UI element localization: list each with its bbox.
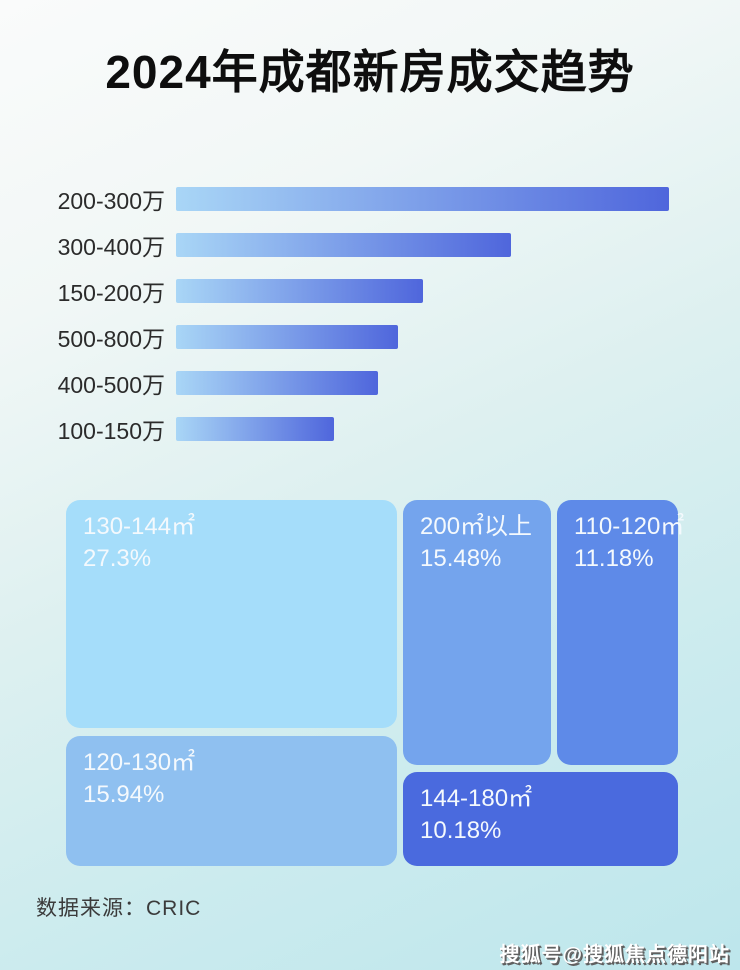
bar-row: 300-400万: [40, 222, 669, 268]
treemap-block-value: 10.18%: [420, 817, 502, 844]
bar-category-label: 200-300万: [57, 188, 165, 214]
price-band-bar-chart: 200-300万 300-400万 150-200万 500-800万 400-…: [40, 176, 669, 452]
bar: [176, 371, 379, 395]
watermark: 搜狐号@搜狐焦点德阳站: [499, 944, 730, 966]
area-size-treemap: 130-144㎡ 27.3% 200㎡以上 15.48% 110-120㎡ 11…: [66, 500, 685, 866]
bar-track: [176, 233, 669, 257]
treemap-block-value: 27.3%: [83, 545, 152, 572]
bar-category-label: 300-400万: [57, 234, 165, 260]
bar-category-label: 500-800万: [57, 326, 165, 352]
treemap-block-value: 15.94%: [83, 781, 165, 808]
bar-track: [176, 325, 669, 349]
bar-row: 200-300万: [40, 176, 669, 222]
bar-row: 150-200万: [40, 268, 669, 314]
treemap-block: 200㎡以上 15.48%: [403, 500, 551, 765]
treemap-block: 130-144㎡ 27.3%: [66, 500, 397, 728]
bar: [176, 325, 398, 349]
treemap-block-value: 11.18%: [574, 545, 654, 572]
bar-category-label: 150-200万: [57, 280, 165, 306]
treemap-block-label: 120-130㎡: [83, 749, 196, 776]
treemap-block-value: 15.48%: [420, 545, 502, 572]
treemap-block-label: 144-180㎡: [420, 785, 533, 812]
bar: [176, 233, 512, 257]
bar-row: 400-500万: [40, 360, 669, 406]
bar-track: [176, 417, 669, 441]
data-source-label: 数据来源：CRIC: [36, 897, 202, 920]
bar-row: 500-800万: [40, 314, 669, 360]
bar-category-label: 400-500万: [57, 372, 165, 398]
bar: [176, 187, 669, 211]
bar-row: 100-150万: [40, 406, 669, 452]
bar-category-label: 100-150万: [57, 418, 165, 444]
treemap-block-label: 200㎡以上: [420, 513, 533, 540]
treemap-block-label: 130-144㎡: [83, 513, 196, 540]
bar-track: [176, 371, 669, 395]
bar: [176, 417, 334, 441]
bar-track: [176, 187, 669, 211]
treemap-block: 110-120㎡ 11.18%: [557, 500, 685, 765]
bar: [176, 279, 423, 303]
treemap-block: 120-130㎡ 15.94%: [66, 736, 397, 866]
treemap-block: 144-180㎡ 10.18%: [403, 772, 678, 866]
bar-track: [176, 279, 669, 303]
page-title: 2024年成都新房成交趋势: [105, 46, 635, 98]
treemap-block-label: 110-120㎡: [574, 513, 685, 540]
